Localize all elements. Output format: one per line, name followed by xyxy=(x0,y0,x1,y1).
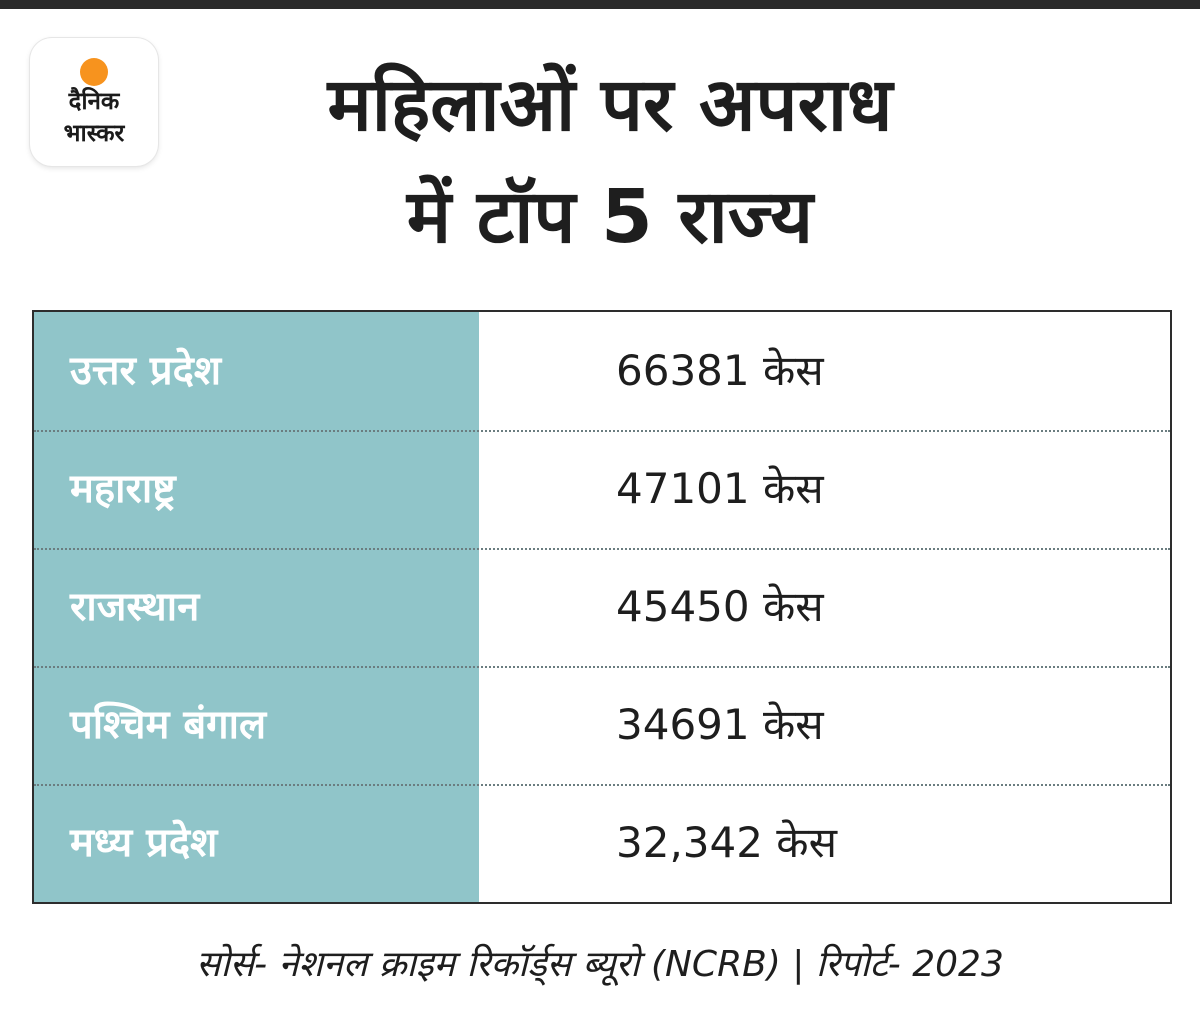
dainik-bhaskar-logo: दैनिक भास्कर xyxy=(30,38,158,166)
case-count: 47101 केस xyxy=(616,464,824,513)
table-row: महाराष्ट्र 47101 केस xyxy=(34,430,1170,548)
state-name: पश्चिम बंगाल xyxy=(70,702,267,748)
state-name: मध्य प्रदेश xyxy=(70,820,218,866)
crime-table: उत्तर प्रदेश 66381 केस महाराष्ट्र 47101 केस… xyxy=(32,310,1172,904)
row-divider xyxy=(34,430,1170,432)
source-note: सोर्स- नेशनल क्राइम रिकॉर्ड्स ब्यूरो (NC… xyxy=(196,944,1004,985)
case-count: 34691 केस xyxy=(616,700,824,749)
sun-icon xyxy=(80,58,108,86)
page-title-line1: महिलाओं पर अपराध xyxy=(327,62,893,148)
state-column xyxy=(34,312,479,902)
top-bar xyxy=(0,0,1200,9)
row-divider xyxy=(34,548,1170,550)
state-name: महाराष्ट्र xyxy=(70,466,176,512)
page-title-line2: में टॉप 5 राज्य xyxy=(406,174,814,260)
state-name: उत्तर प्रदेश xyxy=(70,348,222,394)
table-row: राजस्थान 45450 केस xyxy=(34,548,1170,666)
logo-text-line2: भास्कर xyxy=(63,119,125,147)
table-row: पश्चिम बंगाल 34691 केस xyxy=(34,666,1170,784)
table-row: उत्तर प्रदेश 66381 केस xyxy=(34,312,1170,430)
case-count: 32,342 केस xyxy=(616,818,837,867)
table-row: मध्य प्रदेश 32,342 केस xyxy=(34,784,1170,902)
state-name: राजस्थान xyxy=(70,584,200,630)
case-count: 45450 केस xyxy=(616,582,824,631)
row-divider xyxy=(34,666,1170,668)
case-count: 66381 केस xyxy=(616,346,824,395)
logo-text-line1: दैनिक xyxy=(68,87,120,115)
row-divider xyxy=(34,784,1170,786)
